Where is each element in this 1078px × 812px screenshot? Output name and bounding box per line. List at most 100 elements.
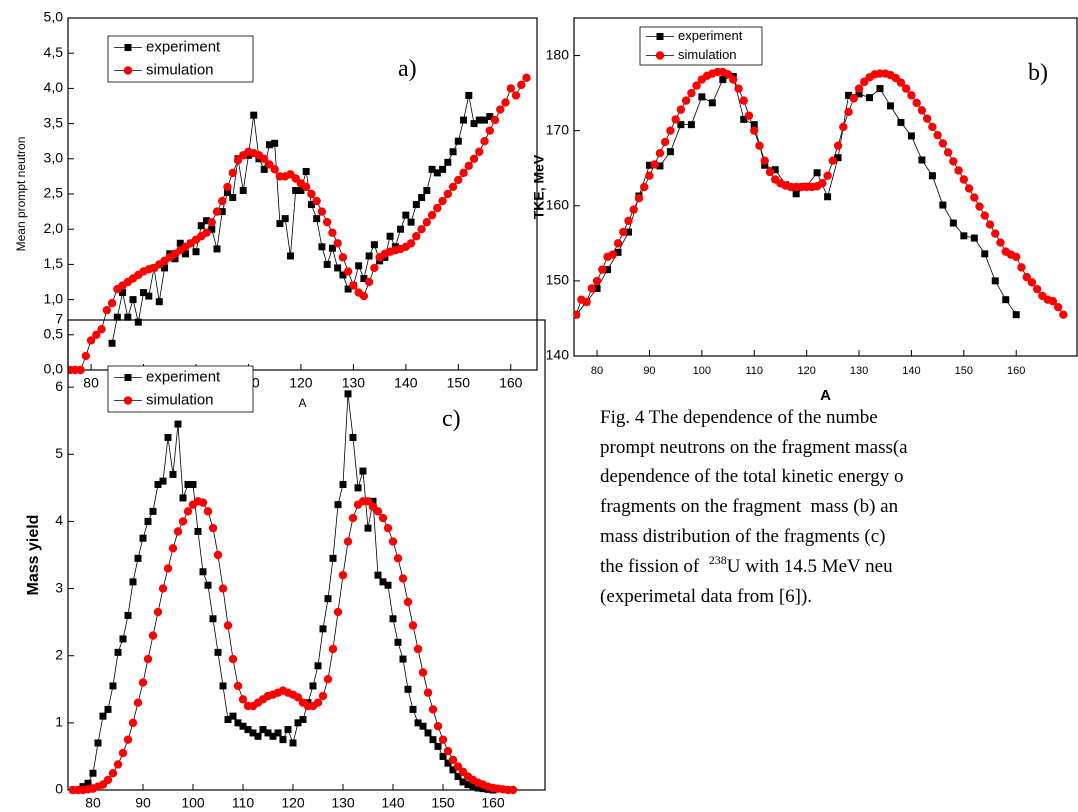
circle-marker — [138, 678, 148, 687]
circle-marker — [517, 80, 526, 90]
square-marker — [454, 137, 462, 145]
circle-marker — [1012, 252, 1021, 262]
square-marker — [399, 655, 407, 663]
square-marker — [145, 292, 153, 300]
square-marker — [365, 252, 373, 260]
circle-marker — [587, 284, 597, 293]
circle-marker — [293, 693, 303, 702]
circle-marker — [178, 517, 188, 526]
square-marker — [459, 778, 467, 786]
y-tick-label: 180 — [546, 46, 570, 62]
square-marker — [439, 165, 447, 173]
circle-marker — [729, 75, 738, 84]
circle-marker — [373, 507, 383, 516]
square-marker — [239, 186, 247, 194]
circle-marker — [655, 51, 665, 60]
square-marker — [323, 260, 331, 268]
circle-marker — [328, 644, 338, 654]
circle-marker — [438, 196, 447, 206]
circle-marker — [496, 105, 505, 114]
circle-marker — [443, 746, 453, 756]
x-tick-label: 150 — [447, 375, 471, 391]
square-marker — [189, 481, 197, 488]
circle-marker — [839, 122, 848, 132]
square-marker — [354, 484, 362, 492]
y-tick-label: 0,0 — [44, 361, 64, 377]
circle-marker — [203, 507, 213, 516]
y-tick-label: 2,5 — [44, 185, 64, 201]
circle-marker — [975, 202, 984, 211]
circle-marker — [744, 111, 754, 120]
circle-marker — [403, 597, 413, 607]
square-marker — [329, 554, 337, 562]
square-marker — [444, 759, 452, 767]
circle-marker — [86, 336, 96, 345]
square-marker — [214, 648, 222, 656]
circle-marker — [501, 98, 510, 107]
square-marker — [761, 161, 769, 169]
series-line — [111, 95, 491, 344]
circle-marker — [265, 160, 274, 169]
circle-marker — [485, 126, 494, 135]
circle-marker — [818, 179, 827, 188]
square-marker — [470, 120, 478, 128]
circle-marker — [133, 698, 143, 707]
square-marker — [124, 313, 132, 321]
circle-marker — [317, 207, 327, 216]
circle-marker — [128, 718, 138, 728]
caption-line: Fig. 4 The dependence of the numbe — [600, 407, 878, 428]
circle-marker — [676, 105, 686, 114]
square-marker — [124, 374, 132, 381]
circle-marker — [433, 722, 443, 731]
square-marker — [708, 99, 716, 107]
series-line — [70, 77, 527, 371]
square-marker — [108, 339, 116, 347]
square-marker — [656, 162, 664, 170]
chart: 80 90 100 110 120 130 140 150 160 140 150 160 170 180… — [531, 17, 1078, 404]
circle-marker — [938, 139, 948, 148]
circle-marker — [348, 513, 358, 523]
square-marker — [834, 154, 842, 162]
square-marker — [208, 225, 216, 233]
square-marker — [475, 116, 483, 124]
square-marker — [419, 722, 427, 730]
circle-marker — [291, 174, 300, 183]
circle-marker — [148, 631, 158, 640]
circle-marker — [490, 115, 500, 125]
x-tick-label: 80 — [85, 795, 101, 811]
square-marker — [209, 615, 217, 623]
circle-marker — [228, 654, 238, 664]
circle-marker — [417, 225, 426, 234]
circle-marker — [233, 156, 243, 165]
x-tick-label: 100 — [181, 795, 205, 811]
square-marker — [876, 85, 884, 93]
x-tick-label: 90 — [135, 795, 151, 811]
series-line — [73, 500, 513, 791]
circle-marker — [338, 253, 348, 262]
circle-marker — [433, 203, 442, 213]
circle-marker — [349, 281, 358, 290]
square-marker — [229, 712, 237, 720]
circle-marker — [991, 229, 1000, 238]
circle-marker — [917, 106, 927, 115]
circle-marker — [912, 98, 921, 108]
x-tick-label: 150 — [431, 795, 455, 811]
circle-marker — [511, 91, 521, 100]
caption-text: the fission of — [600, 556, 709, 577]
x-tick-label: 100 — [693, 365, 711, 377]
square-marker — [418, 194, 426, 202]
square-marker — [279, 736, 287, 744]
circle-marker — [107, 298, 117, 308]
circle-marker — [613, 239, 623, 248]
circle-marker — [443, 189, 453, 199]
chart: 80901001101201301401501600,00,51,01,52,0… — [14, 9, 538, 410]
caption-line: prompt neutrons on the fragment mass(a — [600, 437, 908, 458]
square-marker — [886, 102, 894, 110]
square-marker — [960, 232, 968, 240]
square-marker — [314, 662, 322, 670]
circle-marker — [313, 698, 323, 707]
circle-marker — [370, 263, 379, 273]
circle-marker — [739, 96, 748, 105]
circle-marker — [454, 175, 463, 185]
x-tick-label: 80 — [591, 365, 603, 377]
